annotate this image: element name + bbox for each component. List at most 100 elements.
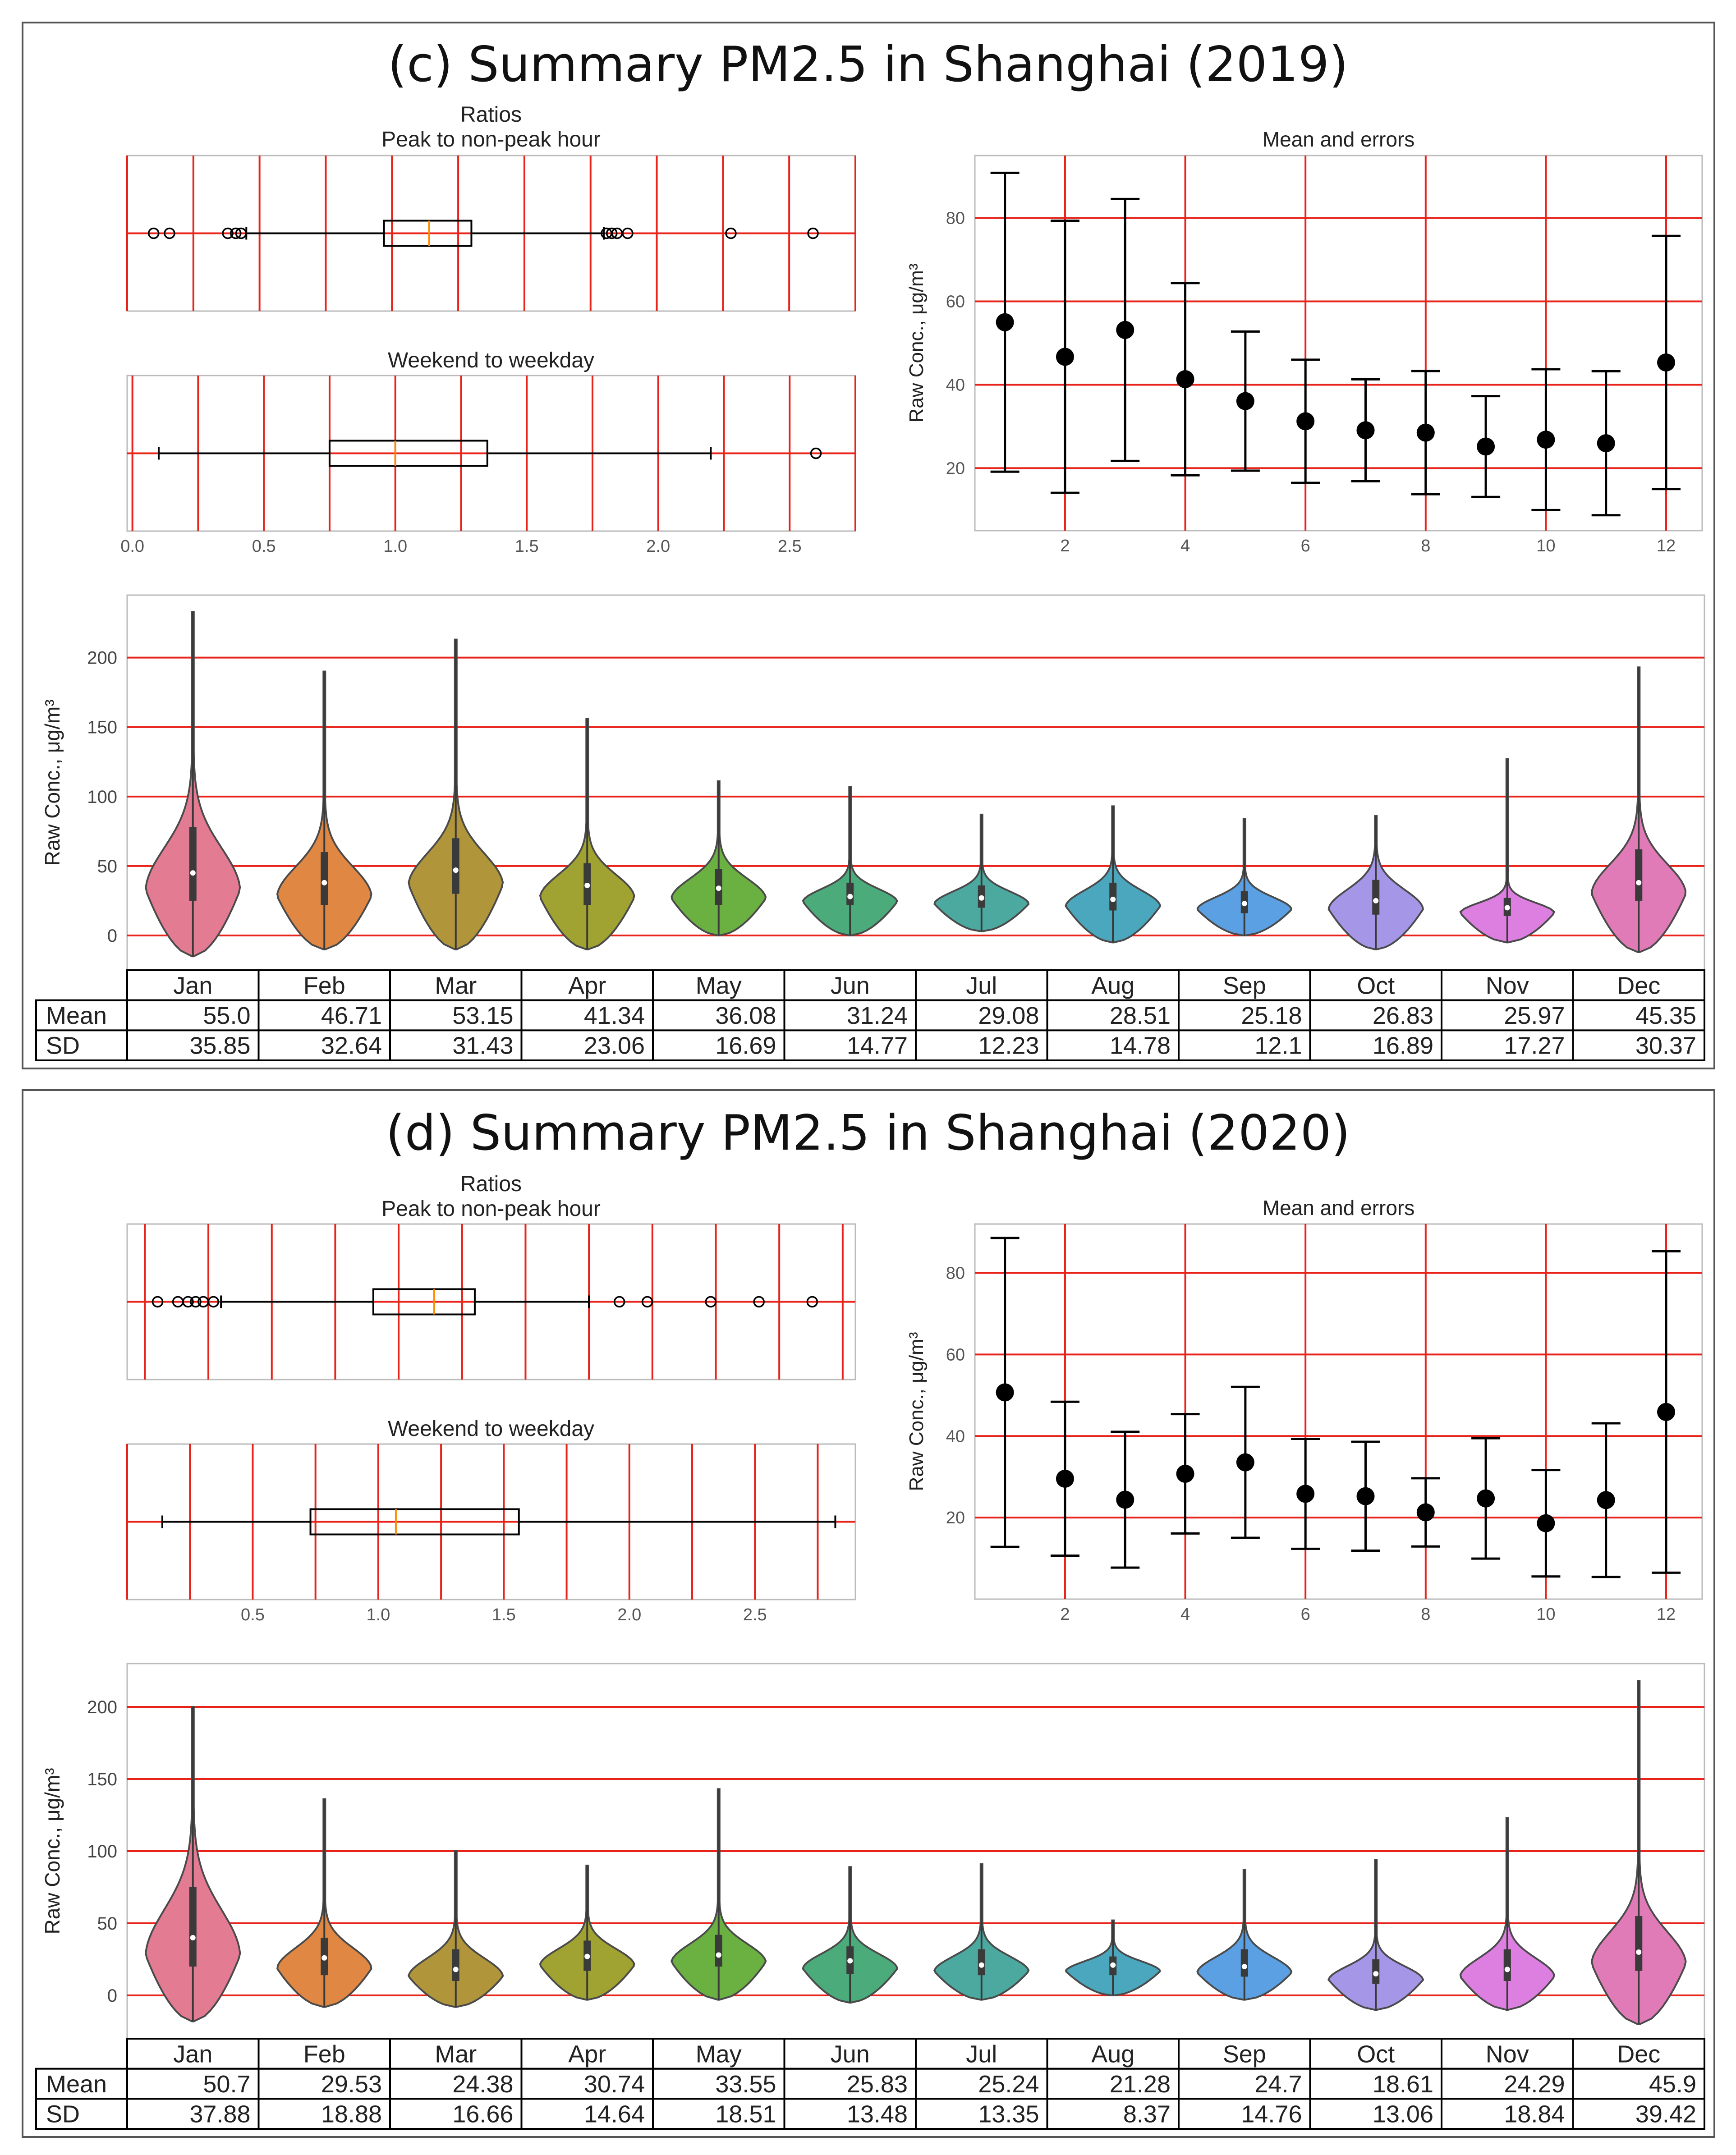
table-sd-cell: 18.84 (1504, 2101, 1565, 2128)
outlier-point (810, 447, 822, 459)
y-tick-label: 40 (946, 1427, 965, 1446)
peak-subplot-title: Peak to non-peak hour (381, 128, 601, 151)
x-tick-label: 6 (1301, 1605, 1310, 1624)
table-row-label-mean: Mean (46, 1002, 107, 1029)
table-sd-cell: 16.69 (715, 1032, 776, 1059)
table-sd-cell: 37.88 (189, 2101, 250, 2128)
table-mean-cell: 21.28 (1110, 2071, 1171, 2098)
outlier-point (705, 1296, 717, 1308)
violin-median (190, 870, 196, 876)
x-tick-label: 8 (1421, 1605, 1430, 1624)
table-header-cell: Feb (303, 972, 345, 999)
outlier-point (725, 227, 737, 239)
table-header-cell: Aug (1091, 972, 1134, 999)
violin-iqr-bar (321, 852, 328, 905)
violin-iqr-bar (189, 1887, 197, 1967)
panel-border (22, 1089, 1715, 2138)
outlier-point (807, 227, 819, 239)
table-mean-cell: 29.53 (321, 2071, 382, 2098)
table-header-cell: Aug (1091, 2040, 1134, 2068)
table-header-cell: Mar (435, 972, 477, 999)
table-mean-cell: 50.7 (203, 2071, 250, 2098)
table-mean-cell: 28.51 (1110, 1002, 1171, 1029)
table-header-cell: Sep (1223, 972, 1266, 999)
mean-point (1176, 370, 1194, 389)
x-tick-label: 0.5 (252, 537, 276, 556)
violin-iqr-bar (1635, 849, 1643, 901)
outlier-point (182, 1296, 194, 1308)
violin-median (1110, 1962, 1116, 1968)
table-header-cell: Jul (966, 972, 997, 999)
table-sd-cell: 12.23 (978, 1032, 1039, 1059)
mean-point (996, 313, 1014, 331)
panel-border (22, 22, 1715, 1069)
table-header-cell: Apr (568, 2040, 606, 2068)
y-tick-label: 100 (87, 1842, 117, 1862)
mean-point (1236, 392, 1254, 410)
x-tick-label: 4 (1180, 536, 1190, 555)
outlier-point (147, 227, 160, 239)
table-header-cell: Feb (303, 2040, 345, 2068)
x-tick-label: 1.5 (492, 1605, 516, 1624)
table-sd-cell: 23.06 (584, 1032, 645, 1059)
y-tick-label: 150 (87, 718, 117, 738)
mean-point (1597, 434, 1615, 453)
table-mean-cell: 45.9 (1649, 2071, 1696, 2098)
mean-point (1657, 1403, 1676, 1421)
y-axis-label: Raw Conc., μg/m³ (41, 1768, 64, 1934)
mean-point (1056, 348, 1074, 366)
y-axis-label: Raw Conc., μg/m³ (905, 1332, 928, 1491)
table-sd-cell: 17.27 (1504, 1032, 1565, 1059)
table-sd-cell: 30.37 (1635, 1032, 1696, 1059)
outlier-point (606, 227, 618, 239)
x-tick-label: 8 (1421, 536, 1430, 555)
table-sd-cell: 14.77 (847, 1032, 908, 1059)
violin-median (716, 885, 721, 891)
table-sd-cell: 14.76 (1241, 2101, 1302, 2128)
table-row-label-sd: SD (46, 2101, 80, 2128)
violin-iqr-bar (1240, 1949, 1248, 1977)
violin-median (321, 880, 327, 885)
y-tick-label: 50 (97, 1914, 118, 1934)
table-sd-cell: 14.78 (1110, 1032, 1171, 1059)
x-tick-label: 2.0 (646, 537, 670, 556)
x-tick-label: 1.5 (515, 537, 539, 556)
table-mean-cell: 46.71 (321, 1002, 382, 1029)
outlier-point (641, 1296, 653, 1308)
table-mean-cell: 26.83 (1373, 1002, 1433, 1029)
mean-point (1056, 1469, 1074, 1488)
mean-point (1176, 1465, 1194, 1483)
table-sd-cell: 8.37 (1123, 2101, 1171, 2128)
mean-point (996, 1383, 1014, 1402)
mean-point (1356, 1487, 1375, 1505)
mean-point (1116, 1490, 1134, 1509)
violin-iqr-bar (189, 827, 197, 901)
table-sd-cell: 18.88 (321, 2101, 382, 2128)
table-header-cell: Nov (1486, 972, 1529, 999)
violin-median (978, 895, 984, 901)
mean-point (1236, 1453, 1254, 1472)
mean-point (1537, 1514, 1555, 1532)
mean-point (1537, 431, 1555, 449)
violin-median (1241, 1964, 1247, 1969)
table-header-cell: May (696, 972, 742, 999)
violin-median (584, 883, 590, 889)
subplot-title: Mean and errors (1263, 128, 1415, 151)
box-iqr (383, 220, 473, 247)
table-header-cell: Dec (1617, 972, 1660, 999)
outlier-point (235, 227, 247, 239)
table-header-cell: Oct (1357, 972, 1395, 999)
box-iqr (309, 1508, 520, 1536)
table-mean-cell: 25.18 (1241, 1002, 1302, 1029)
table-header-cell: Jun (831, 2040, 870, 2068)
violin-median (321, 1955, 327, 1961)
violin-median (1636, 1949, 1642, 1955)
outlier-point (190, 1296, 202, 1308)
table-mean-cell: 24.7 (1254, 2071, 1302, 2098)
table-header-cell: Oct (1357, 2040, 1395, 2068)
weekend-subplot-title: Weekend to weekday (388, 1417, 594, 1441)
y-tick-label: 60 (946, 1345, 965, 1364)
x-tick-label: 10 (1536, 536, 1555, 555)
violin-median (1636, 880, 1642, 885)
table-header-cell: Apr (568, 972, 606, 999)
